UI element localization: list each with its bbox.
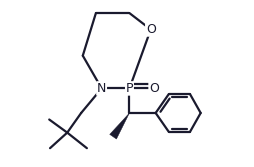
Text: O: O xyxy=(149,82,159,95)
Polygon shape xyxy=(110,113,130,139)
Text: N: N xyxy=(97,82,106,95)
Text: P: P xyxy=(126,82,133,95)
Text: O: O xyxy=(146,23,156,36)
